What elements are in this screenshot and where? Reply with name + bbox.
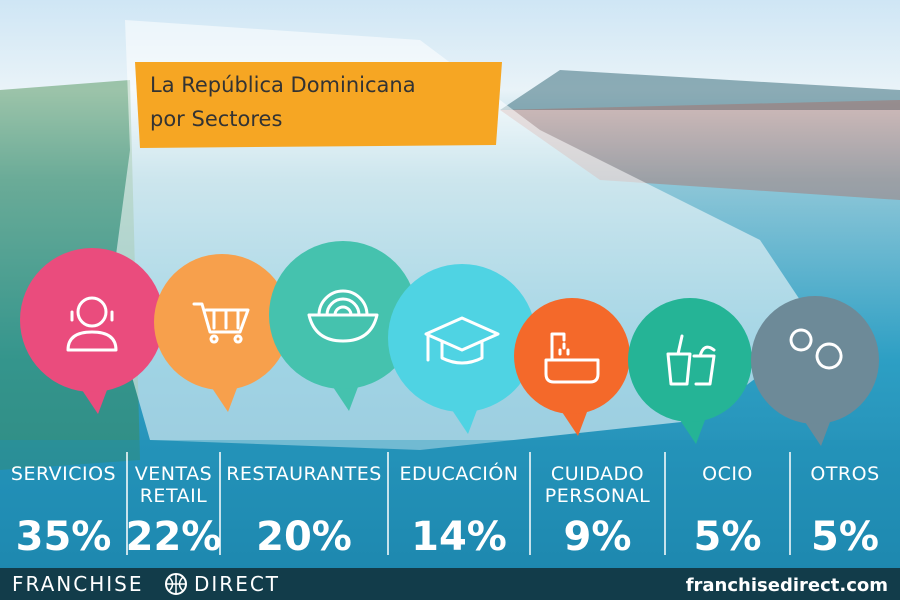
brand-globe-lines [166,574,186,594]
sector-value: 22% [126,514,222,560]
sector-icon [544,332,600,384]
footer-url: franchisedirect.com [686,575,888,596]
bubble [20,248,164,392]
sector-label: VENTAS [135,463,212,485]
sector-label: RETAIL [140,485,208,507]
label-band [0,440,900,570]
sector-icon [789,328,843,370]
sector-icon [424,316,500,365]
sector-value: 14% [411,514,507,560]
sector-icon [66,296,118,352]
title-banner [135,62,502,148]
mountains [500,70,900,110]
sector-icon [666,334,716,386]
sector-bubble [269,241,417,411]
brand-right: DIRECT [194,572,280,596]
bubble [154,254,290,390]
sector-icon [192,302,250,344]
bubble [751,296,879,424]
title-line: por Sectores [150,107,282,131]
sector-bubble [751,296,879,446]
sector-icon [307,289,379,343]
sector-label: PERSONAL [545,485,650,507]
sector-value: 20% [256,514,352,560]
sector-value: 35% [16,514,112,560]
sector-label: OCIO [702,463,753,485]
sector-label: RESTAURANTES [226,463,382,485]
bubble [388,264,536,412]
sector-label: OTROS [810,463,879,485]
title-line: La República Dominicana [150,73,416,97]
sector-bubble [388,264,536,434]
sector-label: SERVICIOS [11,463,116,485]
sector-label: CUIDADO [551,463,644,485]
sector-bubble [154,254,290,412]
sector-value: 9% [564,514,632,560]
footer-bar [0,568,900,600]
sector-bubble [628,298,752,444]
sector-bubble [514,298,630,436]
sector-value: 5% [811,514,879,560]
sector-bubble [20,248,164,414]
sector-label: EDUCACIÓN [399,461,518,485]
brand-left: FRANCHISE [12,572,143,596]
bubble [514,298,630,414]
sector-value: 5% [694,514,762,560]
